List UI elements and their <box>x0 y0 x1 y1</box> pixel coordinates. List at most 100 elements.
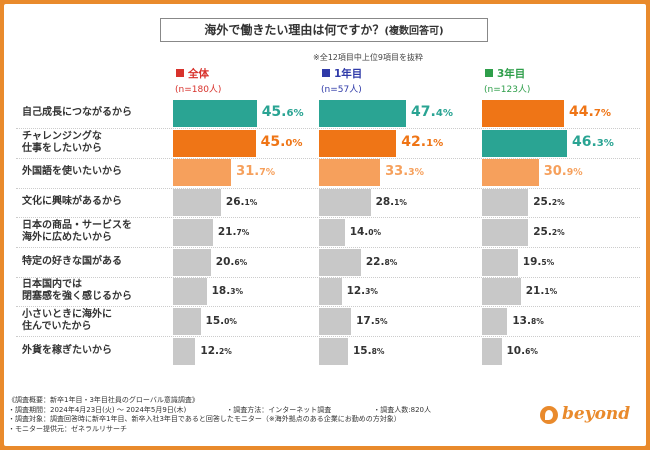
data-label-int: 14. <box>349 225 369 238</box>
row-separator <box>16 276 640 278</box>
bar <box>173 159 232 187</box>
data-label: 17.5% <box>356 315 387 327</box>
data-label-dec: 0% <box>368 227 382 237</box>
series-header: 全体 <box>176 66 209 81</box>
category-label: チャレンジングな 仕事をしたいから <box>22 131 172 155</box>
bar <box>482 307 508 335</box>
data-label-dec: 8% <box>530 316 544 326</box>
legend-swatch <box>322 69 330 77</box>
category-label-line: 閉塞感を強く感じるから <box>22 291 132 303</box>
data-label: 26.1% <box>226 196 257 208</box>
data-label-dec: 3% <box>408 167 425 179</box>
data-label-int: 21. <box>525 285 545 298</box>
data-label-dec: 7% <box>593 108 611 119</box>
bar <box>173 278 207 306</box>
category-label-line: 住んでいたから <box>22 320 92 332</box>
data-label-int: 18. <box>211 285 231 298</box>
data-label-int: 30. <box>543 164 567 180</box>
row-separator <box>16 157 640 159</box>
data-label: 15.0% <box>206 315 237 327</box>
data-label-dec: 3% <box>596 137 614 149</box>
bar <box>173 100 257 127</box>
bar <box>173 129 256 157</box>
bar <box>482 129 567 157</box>
bar <box>482 100 564 127</box>
data-label: 19.5% <box>523 256 554 268</box>
category-label-line: 文化に興味があるから <box>22 196 122 208</box>
data-label-int: 33. <box>385 164 409 180</box>
bar <box>482 278 521 306</box>
series-header: 1年目 <box>322 66 362 81</box>
data-label-dec: 7% <box>236 227 250 237</box>
series-name: 3年目 <box>497 68 526 80</box>
chart-title-main: 海外で働きたい理由は何ですか？ <box>204 23 385 37</box>
data-label: 12.2% <box>200 345 231 357</box>
data-label-int: 20. <box>215 255 235 268</box>
data-label-dec: 8% <box>384 257 398 267</box>
data-label-int: 12. <box>346 285 366 298</box>
bar <box>319 129 397 157</box>
row-separator <box>16 306 640 308</box>
data-label-dec: 8% <box>371 346 385 356</box>
bar <box>319 189 371 217</box>
data-label-int: 22. <box>365 255 385 268</box>
legend-swatch <box>176 69 184 77</box>
category-label-line: 外貨を稼ぎたいから <box>22 344 112 356</box>
category-label-line: 特定の好きな国がある <box>22 255 122 267</box>
row-separator <box>16 247 640 248</box>
footer-line: ・調査期間：2024年4月23日(火) ～ 2024年5月9日(木) ・調査方法：… <box>8 406 431 416</box>
data-label: 42.1% <box>401 134 443 150</box>
category-label: 外国語を使いたいから <box>22 166 172 178</box>
bar <box>173 189 221 217</box>
bar <box>482 189 529 217</box>
data-label-dec: 1% <box>394 198 407 208</box>
category-label: 外貨を稼ぎたいから <box>22 345 172 357</box>
data-label: 18.3% <box>212 285 243 297</box>
data-label-dec: 2% <box>551 198 565 208</box>
bar <box>482 159 539 187</box>
data-label-dec: 6% <box>525 346 538 356</box>
series-header: 3年目 <box>485 66 525 81</box>
row-separator <box>16 217 640 219</box>
data-label: 14.0% <box>350 226 381 238</box>
category-label-line: 海外に広めたいから <box>22 231 112 243</box>
data-label: 13.8% <box>512 315 543 327</box>
data-label: 44.7% <box>569 104 611 120</box>
category-label: 日本の商品・サービスを 海外に広めたいから <box>22 220 172 244</box>
footer-method: ・調査方法：インターネット調査 <box>226 405 332 414</box>
data-label-dec: 2% <box>219 346 232 356</box>
bar <box>173 337 196 365</box>
data-label-dec: 6% <box>286 108 304 119</box>
bar <box>319 278 342 306</box>
category-label: 文化に興味があるから <box>22 196 172 208</box>
footer-line: ・調査対象：調査回答時に新卒1年目、新卒入社3年目であると回答したモニター（※海… <box>8 415 401 424</box>
category-label-line: 日本国内では <box>22 279 82 291</box>
data-label-int: 15. <box>205 314 225 327</box>
data-label: 15.8% <box>353 345 384 357</box>
series-sample-size: (n=57人) <box>321 85 362 95</box>
data-label-int: 47. <box>411 104 436 120</box>
data-label: 12.3% <box>347 285 378 297</box>
data-label: 47.4% <box>411 104 453 120</box>
data-label-int: 46. <box>571 133 597 150</box>
data-label-dec: 5% <box>541 257 555 267</box>
data-label-dec: 9% <box>566 167 583 179</box>
data-label: 22.8% <box>366 256 397 268</box>
data-label: 45.6% <box>262 104 304 120</box>
row-separator <box>16 187 640 189</box>
beyond-logo: beyond <box>540 404 640 428</box>
beyond-logo-icon <box>540 406 558 424</box>
data-label-int: 25. <box>533 225 552 238</box>
bar <box>482 218 529 246</box>
series-name: 全体 <box>188 68 209 80</box>
category-label-line: 日本の商品・サービスを <box>22 219 132 231</box>
footer-line: ・モニター提供元：ゼネラルリサーチ <box>8 424 127 433</box>
category-label: 日本国内では 閉塞感を強く感じるから <box>22 279 172 303</box>
data-label: 30.9% <box>544 164 583 179</box>
data-label: 25.2% <box>533 196 564 208</box>
bar <box>319 100 406 127</box>
legend-swatch <box>485 69 493 77</box>
data-label-dec: 5% <box>374 316 388 326</box>
data-label-dec: 0% <box>224 316 237 326</box>
data-label-dec: 1% <box>544 287 558 297</box>
